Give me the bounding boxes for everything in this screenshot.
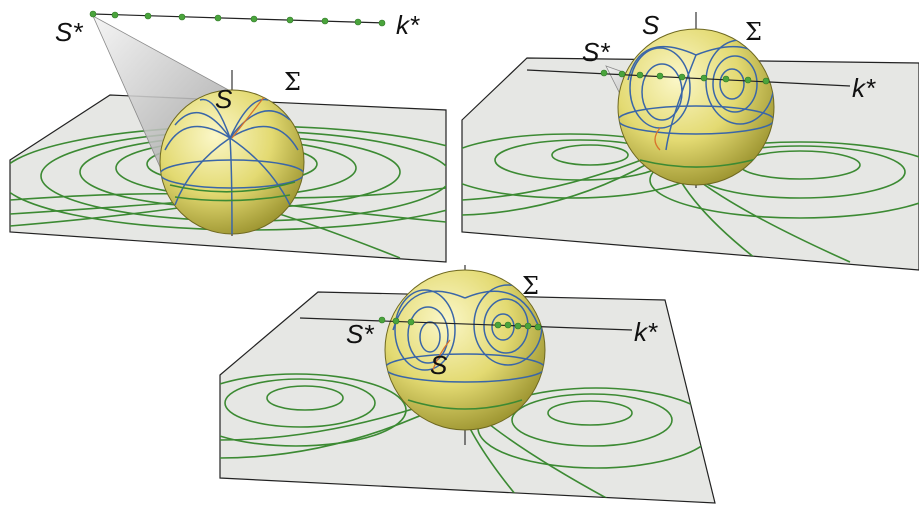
- label-k-star: k*: [634, 317, 658, 347]
- k-star-line: [526, 69, 851, 87]
- panel-1: S* k* S Σ: [9, 10, 447, 263]
- label-s: S: [215, 84, 233, 114]
- label-k-star: k*: [396, 10, 420, 40]
- label-sigma: Σ: [522, 272, 539, 300]
- label-sigma: Σ: [745, 18, 762, 46]
- label-sigma: Σ: [284, 68, 301, 96]
- label-s-star: S*: [346, 319, 374, 349]
- label-k-star: k*: [852, 73, 876, 103]
- k-star-line: [299, 317, 633, 331]
- k-star-points: [378, 316, 542, 331]
- label-s-star: S*: [55, 17, 83, 47]
- label-s-star: S*: [582, 37, 610, 67]
- k-star-points: [89, 10, 386, 27]
- sphere: [617, 28, 775, 186]
- sphere-curves: [160, 91, 304, 234]
- sphere: [384, 269, 546, 431]
- panel-2: S* k* S Σ: [461, 10, 919, 271]
- panel-3: S* k* S Σ: [219, 265, 716, 504]
- k-star-line: [92, 13, 386, 24]
- label-s: S: [642, 10, 660, 40]
- k-star-points: [600, 69, 770, 85]
- label-s: S: [430, 350, 448, 380]
